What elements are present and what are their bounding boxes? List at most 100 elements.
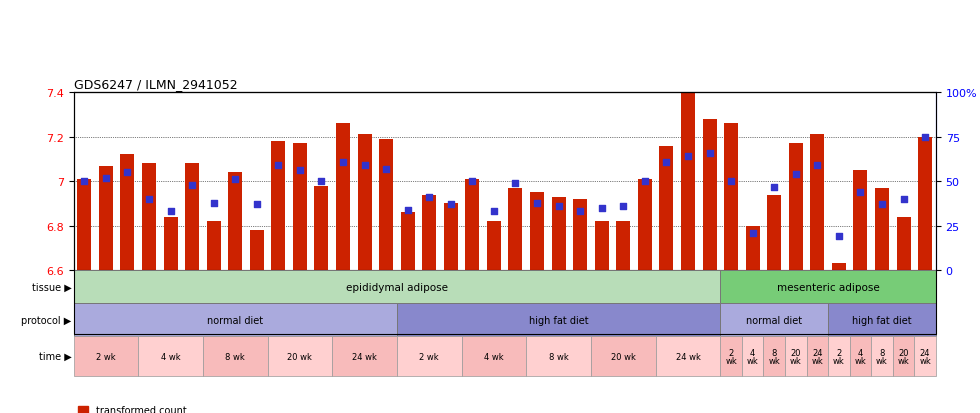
Point <box>249 202 265 208</box>
Bar <box>871 337 893 376</box>
Point <box>270 162 286 169</box>
Bar <box>832 264 846 271</box>
Bar <box>893 337 914 376</box>
Point <box>508 180 523 187</box>
Point <box>745 230 760 237</box>
Text: 20
wk: 20 wk <box>790 348 802 365</box>
Bar <box>595 222 609 271</box>
Text: 4
wk: 4 wk <box>747 348 759 365</box>
Text: 24
wk: 24 wk <box>919 348 931 365</box>
Bar <box>268 337 332 376</box>
Text: 4 wk: 4 wk <box>484 352 504 361</box>
Bar <box>720 304 828 337</box>
Bar <box>74 304 397 337</box>
Bar <box>660 146 673 271</box>
Text: protocol ▶: protocol ▶ <box>22 315 72 325</box>
Text: 24 wk: 24 wk <box>675 352 701 361</box>
Bar <box>250 230 264 271</box>
Point <box>378 166 394 173</box>
Bar <box>914 337 936 376</box>
Bar <box>207 222 220 271</box>
Bar <box>854 171 867 271</box>
Text: 2
wk: 2 wk <box>725 348 737 365</box>
Point <box>809 162 825 169</box>
Bar <box>142 164 156 271</box>
Bar <box>875 188 889 271</box>
Bar <box>616 222 630 271</box>
Point <box>357 162 372 169</box>
Bar <box>164 217 177 271</box>
Point <box>314 178 329 185</box>
Bar <box>746 226 760 271</box>
Point <box>486 209 502 215</box>
Bar <box>724 124 738 271</box>
Text: epididymal adipose: epididymal adipose <box>346 282 448 292</box>
Bar <box>74 271 720 304</box>
Bar <box>530 193 544 271</box>
Text: tissue ▶: tissue ▶ <box>31 282 72 292</box>
Text: 4 wk: 4 wk <box>161 352 180 361</box>
Point <box>421 195 437 201</box>
Bar <box>681 93 695 271</box>
Bar <box>850 337 871 376</box>
Bar <box>228 173 242 271</box>
Point <box>615 203 631 210</box>
Text: time ▶: time ▶ <box>39 351 72 361</box>
Text: 20
wk: 20 wk <box>898 348 909 365</box>
Bar <box>897 217 910 271</box>
Point <box>853 189 868 196</box>
Bar <box>397 337 462 376</box>
Bar <box>828 304 936 337</box>
Text: 8
wk: 8 wk <box>876 348 888 365</box>
Bar <box>573 199 587 271</box>
Text: 4
wk: 4 wk <box>855 348 866 365</box>
Text: 8 wk: 8 wk <box>549 352 568 361</box>
Bar <box>379 140 393 271</box>
Point <box>227 177 243 183</box>
Bar <box>401 213 415 271</box>
Bar <box>767 195 781 271</box>
Bar <box>358 135 371 271</box>
Bar <box>185 164 199 271</box>
Text: 20 wk: 20 wk <box>287 352 313 361</box>
Bar <box>336 124 350 271</box>
Text: 8 wk: 8 wk <box>225 352 245 361</box>
Bar <box>203 337 268 376</box>
Bar <box>763 337 785 376</box>
Text: 2
wk: 2 wk <box>833 348 845 365</box>
Bar <box>785 337 807 376</box>
Bar <box>810 135 824 271</box>
Point <box>98 175 114 181</box>
Point <box>76 178 92 185</box>
Bar <box>526 337 591 376</box>
Point <box>206 200 221 206</box>
Bar <box>422 195 436 271</box>
Point <box>680 154 696 160</box>
Legend: transformed count, percentile rank within the sample: transformed count, percentile rank withi… <box>78 405 261 413</box>
Point <box>292 168 308 174</box>
Point <box>443 202 459 208</box>
Point <box>163 209 178 215</box>
Bar <box>552 197 565 271</box>
Point <box>874 202 890 208</box>
Text: high fat diet: high fat diet <box>853 315 911 325</box>
Bar <box>74 337 138 376</box>
Point <box>400 207 416 214</box>
Point <box>659 159 674 166</box>
Point <box>594 205 610 212</box>
Point <box>637 178 653 185</box>
Bar <box>638 180 652 271</box>
Text: 2 wk: 2 wk <box>96 352 116 361</box>
Text: normal diet: normal diet <box>746 315 803 325</box>
Point <box>766 184 782 190</box>
Bar <box>807 337 828 376</box>
Point <box>551 203 566 210</box>
Point <box>702 150 717 157</box>
Point <box>335 159 351 166</box>
Bar <box>397 304 720 337</box>
Text: 24 wk: 24 wk <box>352 352 377 361</box>
Bar <box>789 144 803 271</box>
Point <box>788 171 804 178</box>
Point <box>120 170 135 176</box>
Bar <box>99 166 113 271</box>
